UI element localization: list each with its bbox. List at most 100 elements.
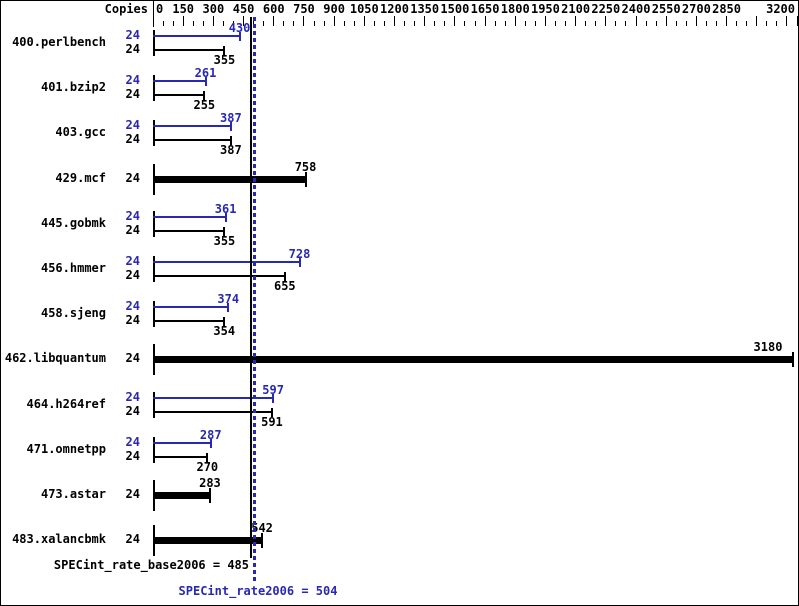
bar-end-tick-peak bbox=[227, 303, 230, 312]
benchmark-label: 403.gcc bbox=[55, 125, 106, 139]
axis-tick bbox=[414, 21, 416, 26]
bar-end-tick bbox=[791, 352, 794, 367]
copies-value-peak: 24 bbox=[125, 73, 140, 87]
benchmark-label: 462.libquantum bbox=[4, 351, 106, 365]
copies-value-peak: 24 bbox=[125, 254, 140, 268]
merged-bar bbox=[153, 356, 793, 363]
axis-tick bbox=[172, 21, 174, 26]
copies-value-base: 24 bbox=[125, 223, 140, 237]
copies-value-peak: 24 bbox=[125, 390, 140, 404]
row-baseline bbox=[153, 30, 155, 56]
base-bar bbox=[153, 275, 285, 277]
axis-tick bbox=[474, 21, 476, 26]
row-baseline bbox=[153, 392, 155, 418]
benchmark-label: 456.hmmer bbox=[40, 261, 106, 275]
row-baseline bbox=[153, 301, 155, 327]
axis-tick bbox=[202, 21, 204, 26]
axis-tick bbox=[494, 21, 496, 26]
axis-tick-label: 1800 bbox=[500, 2, 530, 16]
axis-tick bbox=[635, 16, 637, 26]
copies-value: 24 bbox=[125, 487, 140, 501]
axis-tick bbox=[645, 21, 647, 26]
peak-value-label: 597 bbox=[262, 383, 284, 397]
peak-bar bbox=[153, 125, 231, 127]
axis-tick-label: 3200 bbox=[766, 2, 795, 16]
bar-end-tick-base bbox=[206, 453, 209, 462]
axis-tick-label: 2550 bbox=[651, 2, 681, 16]
base-value-label: 355 bbox=[213, 53, 236, 67]
axis-tick bbox=[464, 21, 466, 26]
bar-end-tick-peak bbox=[272, 394, 275, 403]
bar-end-tick-base bbox=[229, 136, 232, 145]
axis-tick-label: 150 bbox=[172, 2, 195, 16]
copies-value-base: 24 bbox=[125, 404, 140, 418]
axis-tick bbox=[192, 21, 194, 26]
axis-tick bbox=[434, 21, 436, 26]
axis-tick bbox=[625, 21, 627, 26]
axis-tick bbox=[605, 16, 607, 26]
axis-tick bbox=[484, 16, 486, 26]
axis-tick-label: 750 bbox=[293, 2, 315, 16]
axis-tick bbox=[524, 21, 526, 26]
axis-tick bbox=[585, 21, 587, 26]
base-value-label: 655 bbox=[273, 279, 296, 293]
axis-tick bbox=[705, 21, 707, 26]
bar-end-tick-base bbox=[270, 408, 273, 417]
bar-end-tick bbox=[208, 488, 211, 503]
bar-end-tick-base bbox=[223, 227, 226, 236]
axis-tick bbox=[544, 16, 546, 26]
peak-value-label: 728 bbox=[288, 247, 311, 261]
base-bar bbox=[153, 456, 208, 458]
axis-tick bbox=[766, 21, 768, 26]
axis-tick bbox=[162, 21, 164, 26]
benchmark-label: 429.mcf bbox=[55, 171, 106, 185]
copies-value: 24 bbox=[125, 532, 140, 546]
axis-tick-label: 2100 bbox=[561, 2, 591, 16]
axis-tick bbox=[293, 21, 295, 26]
axis-tick bbox=[394, 16, 395, 26]
axis-tick bbox=[504, 21, 506, 26]
axis-tick bbox=[655, 21, 657, 26]
merged-value-label: 283 bbox=[199, 476, 221, 490]
copies-value: 24 bbox=[125, 171, 140, 185]
axis-tick bbox=[182, 16, 184, 26]
axis-tick bbox=[514, 16, 516, 26]
bar-end-tick bbox=[304, 172, 307, 187]
copies-value-base: 24 bbox=[125, 268, 140, 282]
peak-bar bbox=[153, 306, 229, 308]
axis-tick-label: 900 bbox=[323, 2, 345, 16]
benchmark-label: 445.gobmk bbox=[40, 216, 106, 230]
row-baseline bbox=[153, 211, 155, 237]
axis-tick bbox=[756, 16, 758, 26]
axis-tick bbox=[675, 21, 677, 26]
bar-end-tick-base bbox=[283, 272, 286, 281]
copies-value: 24 bbox=[125, 351, 140, 365]
row-baseline bbox=[153, 437, 155, 463]
peak-value-label: 387 bbox=[220, 111, 242, 125]
benchmark-label: 471.omnetpp bbox=[26, 442, 106, 456]
copies-value-peak: 24 bbox=[125, 299, 140, 313]
axis-tick bbox=[595, 21, 597, 26]
base-value-label: 270 bbox=[196, 460, 219, 474]
peak-bar bbox=[153, 261, 300, 263]
axis-tick-label: 2400 bbox=[621, 2, 651, 16]
copies-value-base: 24 bbox=[125, 132, 140, 146]
copies-value-peak: 24 bbox=[125, 28, 140, 42]
merged-bar bbox=[153, 537, 263, 544]
peak-value-label: 374 bbox=[217, 292, 240, 306]
bar-end-tick-peak bbox=[224, 213, 227, 222]
axis-tick-label: 1350 bbox=[410, 2, 440, 16]
axis-tick bbox=[716, 21, 717, 26]
base-bar bbox=[153, 230, 225, 232]
axis-tick-label: 2250 bbox=[591, 2, 621, 16]
axis-tick bbox=[333, 16, 335, 26]
base-value-label: 354 bbox=[213, 324, 236, 338]
axis-tick bbox=[383, 21, 385, 26]
peak-value-label: 287 bbox=[199, 428, 222, 442]
benchmark-label: 458.sjeng bbox=[40, 306, 106, 320]
copies-value-base: 24 bbox=[125, 42, 140, 56]
axis-tick bbox=[746, 21, 748, 26]
copies-value-peak: 24 bbox=[125, 209, 140, 223]
base-rate-line bbox=[249, 17, 252, 558]
